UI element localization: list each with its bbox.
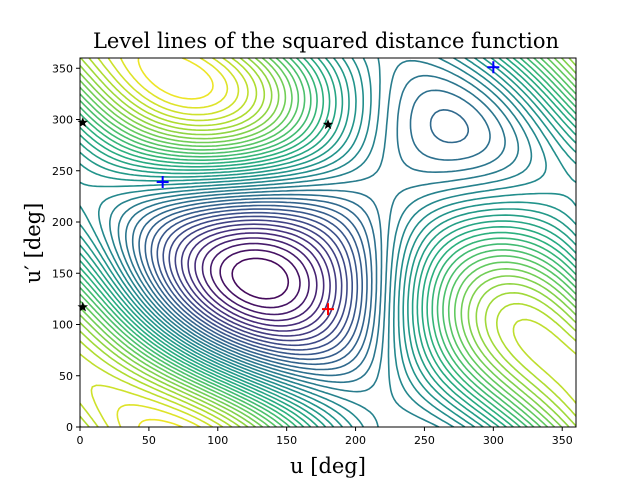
contour-level-line (150, 204, 363, 361)
contour-level-line (98, 58, 547, 427)
contour-level-line (187, 227, 331, 332)
y-tick-label: 200 (52, 216, 73, 229)
contour-level-line (125, 74, 506, 384)
x-tick-label: 100 (207, 434, 228, 447)
y-tick-label: 300 (52, 114, 73, 127)
contour-level-line (80, 58, 576, 427)
contour-level-line (80, 58, 576, 427)
y-tick-label: 150 (52, 267, 73, 280)
contour-level-line (80, 58, 576, 427)
contour-level-line (209, 242, 310, 316)
x-tick-label: 300 (483, 434, 504, 447)
contour-level-line (80, 58, 576, 427)
star-marker (322, 119, 334, 130)
contour-level-line (116, 58, 229, 427)
contour-level-line (80, 58, 576, 427)
contour-level-line (80, 58, 576, 427)
x-tick-label: 150 (276, 434, 297, 447)
contour-level-line (201, 237, 318, 322)
x-axis-label: u [deg] (290, 454, 366, 478)
contour-level-line (137, 58, 214, 427)
contour-level-line (80, 58, 576, 427)
contour-level-line (144, 201, 368, 366)
x-axis-ticks: 0 50 100 150 200 250 300 350 (77, 427, 573, 447)
contour-level-line (80, 58, 576, 427)
marker-layer (77, 61, 500, 316)
contour-level-line (194, 232, 325, 327)
contour-level-line (109, 58, 533, 427)
plus-marker (487, 61, 500, 74)
star-marker (77, 301, 88, 312)
x-tick-label: 250 (414, 434, 435, 447)
contour-level-line (180, 223, 337, 337)
contour-level-line (80, 58, 576, 427)
contour-level-line (80, 58, 576, 427)
contour-level-line (174, 219, 343, 342)
contour-level-line (80, 58, 576, 427)
y-tick-label: 350 (52, 62, 73, 75)
y-axis-ticks: 0 50 100 150 200 250 300 350 (52, 62, 80, 434)
contour-level-line (131, 89, 491, 377)
x-tick-label: 350 (552, 434, 573, 447)
contour-level-line (117, 59, 520, 393)
contour-level-line (168, 215, 348, 347)
contour-level-line (219, 249, 301, 309)
y-tick-label: 100 (52, 319, 73, 332)
y-tick-label: 50 (59, 370, 73, 383)
y-axis-label: u′ [deg] (21, 203, 45, 284)
x-tick-label: 0 (77, 434, 84, 447)
contour-level-line (231, 257, 290, 300)
y-tick-label: 250 (52, 165, 73, 178)
contour-level-line (80, 58, 576, 427)
x-tick-label: 200 (345, 434, 366, 447)
contour-level-line (90, 58, 240, 427)
x-tick-label: 50 (142, 434, 156, 447)
contour-level-line (162, 211, 353, 351)
contour-level-line (80, 58, 576, 427)
plus-marker (156, 176, 169, 189)
contour-level-line (80, 58, 576, 427)
y-tick-label: 0 (66, 421, 73, 434)
contour-lines (80, 58, 576, 427)
contour-level-line (138, 109, 469, 371)
plot-frame (79, 57, 577, 428)
contour-level-line (80, 58, 576, 427)
plus-marker (322, 303, 334, 316)
star-marker (77, 117, 88, 127)
chart-title: Level lines of the squared distance func… (93, 29, 559, 53)
contour-level-line (156, 208, 359, 356)
contour-level-line (80, 58, 576, 427)
